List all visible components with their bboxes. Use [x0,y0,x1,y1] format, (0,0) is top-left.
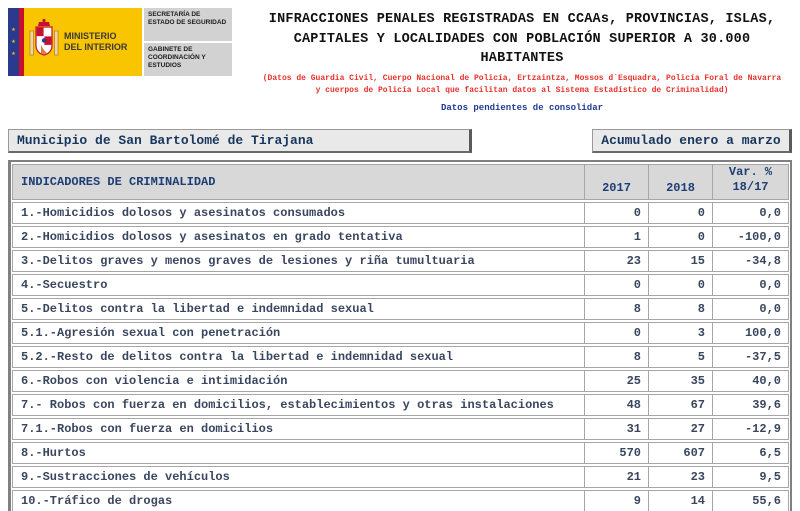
table-row: 4.-Secuestro 0 0 0,0 [12,273,789,296]
table-row: 5.-Delitos contra la libertad e indemnid… [12,297,789,320]
table-row: 7.1.-Robos con fuerza en domicilios 31 27-… [12,417,789,440]
row-label: 4.-Secuestro [12,273,585,296]
row-value-2017: 1 [585,225,649,248]
secretaria-label: SECRETARÍA DE ESTADO DE SEGURIDAD [144,8,232,41]
department-boxes: SECRETARÍA DE ESTADO DE SEGURIDAD GABINE… [144,8,232,76]
row-value-2017: 0 [585,321,649,344]
row-value-variation: 6,5 [713,441,789,464]
ministry-logo: ★ ★ ★ [8,8,232,76]
row-label: 8.-Hurtos [12,441,585,464]
flag-yellow-field: MINISTERIO DEL INTERIOR [24,8,142,76]
row-value-variation: -100,0 [713,225,789,248]
table-row: 8.-Hurtos 570 607 6,5 [12,441,789,464]
table-header-row: INDICADORES DE CRIMINALIDAD 2017 2018 Va… [12,163,789,200]
row-value-2018: 15 [649,249,713,272]
table-row: 5.1.-Agresión sexual con penetración 0 3 10… [12,321,789,344]
row-label: 3.-Delitos graves y menos graves de lesi… [12,249,585,272]
star-icon: ★ [11,49,16,58]
data-sources-note: (Datos de Guardia Civil, Cuerpo Nacional… [262,73,782,95]
row-value-2018: 23 [649,465,713,488]
row-value-variation: 0,0 [713,297,789,320]
row-value-2018: 3 [649,321,713,344]
row-value-2017: 0 [585,201,649,224]
row-value-variation: 40,0 [713,369,789,392]
row-value-2018: 27 [649,417,713,440]
table-row: 2.-Homicidios dolosos y asesinatos en gr… [12,225,789,248]
row-value-2018: 5 [649,345,713,368]
page-title: INFRACCIONES PENALES REGISTRADAS EN CCAA… [268,12,776,67]
crime-indicators-table: INDICADORES DE CRIMINALIDAD 2017 2018 Va… [8,159,792,511]
row-value-2018: 0 [649,273,713,296]
table-row: 1.-Homicidios dolosos y asesinatos consu… [12,201,789,224]
row-value-2017: 570 [585,441,649,464]
gabinete-label: GABINETE DE COORDINACIÓN Y ESTUDIOS [144,43,232,76]
row-label: 5.1.-Agresión sexual con penetración [12,321,585,344]
row-value-2017: 8 [585,297,649,320]
column-header-2017: 2017 [585,163,649,200]
row-label: 9.-Sustracciones de vehículos [12,465,585,488]
title-block: INFRACCIONES PENALES REGISTRADAS EN CCAA… [232,8,792,113]
row-value-2017: 21 [585,465,649,488]
row-value-2017: 31 [585,417,649,440]
row-label: 5.-Delitos contra la libertad e indemnid… [12,297,585,320]
row-value-variation: 0,0 [713,201,789,224]
star-icon: ★ [11,37,16,46]
flag-blue-stripe: ★ ★ ★ [8,8,19,76]
column-header-2018: 2018 [649,163,713,200]
row-value-2017: 23 [585,249,649,272]
row-value-variation: -12,9 [713,417,789,440]
period-selector[interactable]: Acumulado enero a marzo [592,128,792,153]
row-value-2017: 25 [585,369,649,392]
table-row: 5.2.-Resto de delitos contra la libertad… [12,345,789,368]
row-value-2017: 8 [585,345,649,368]
municipality-selector[interactable]: Municipio de San Bartolomé de Tirajana [8,128,472,153]
row-label: 5.2.-Resto de delitos contra la libertad… [12,345,585,368]
coat-of-arms-icon [29,17,59,68]
row-value-2018: 67 [649,393,713,416]
row-value-2018: 607 [649,441,713,464]
column-header-indicators: INDICADORES DE CRIMINALIDAD [12,163,585,200]
row-label: 7.1.-Robos con fuerza en domicilios [12,417,585,440]
row-value-variation: 55,6 [713,489,789,511]
row-value-2017: 9 [585,489,649,511]
row-value-2018: 14 [649,489,713,511]
row-value-variation: 100,0 [713,321,789,344]
pending-consolidation-note: Datos pendientes de consolidar [440,102,604,113]
row-value-2018: 8 [649,297,713,320]
flag-red-stripe [19,8,24,76]
row-value-variation: 9,5 [713,465,789,488]
ministry-name: MINISTERIO DEL INTERIOR [64,30,128,52]
row-label: 10.-Tráfico de drogas [12,489,585,511]
row-value-variation: -37,5 [713,345,789,368]
row-value-2017: 0 [585,273,649,296]
table-row: 9.-Sustracciones de vehículos 21 23 9,5 [12,465,789,488]
filter-bars: Municipio de San Bartolomé de Tirajana A… [8,128,792,153]
table-row: 10.-Tráfico de drogas 9 14 55,6 [12,489,789,511]
row-value-2018: 0 [649,225,713,248]
row-value-variation: -34,8 [713,249,789,272]
row-label: 6.-Robos con violencia e intimidación [12,369,585,392]
star-icon: ★ [11,25,16,34]
row-value-2018: 0 [649,201,713,224]
table-row: 3.-Delitos graves y menos graves de lesi… [12,249,789,272]
table-body: 1.-Homicidios dolosos y asesinatos consu… [12,201,789,511]
page-header: ★ ★ ★ [8,8,792,113]
column-header-variation: Var. % 18/17 [713,163,789,200]
row-value-2017: 48 [585,393,649,416]
row-value-variation: 39,6 [713,393,789,416]
row-label: 2.-Homicidios dolosos y asesinatos en gr… [12,225,585,248]
row-value-2018: 35 [649,369,713,392]
table-row: 6.-Robos con violencia e intimidación 25 3… [12,369,789,392]
row-value-variation: 0,0 [713,273,789,296]
table-row: 7.- Robos con fuerza en domicilios, esta… [12,393,789,416]
row-label: 1.-Homicidios dolosos y asesinatos consu… [12,201,585,224]
row-label: 7.- Robos con fuerza en domicilios, esta… [12,393,585,416]
